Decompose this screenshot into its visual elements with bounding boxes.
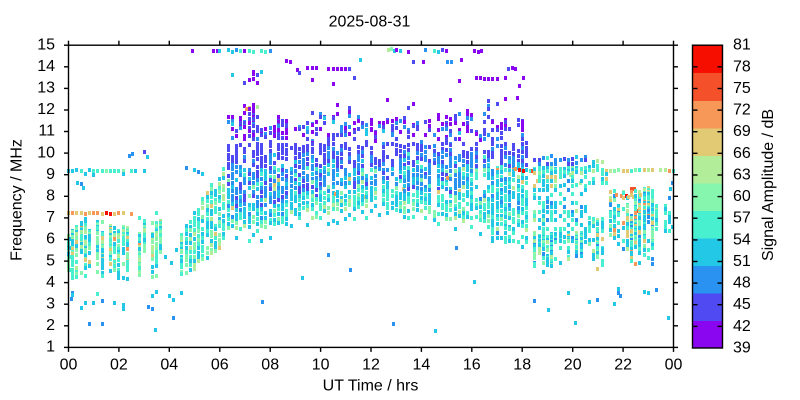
svg-text:48: 48	[733, 275, 751, 292]
svg-text:13: 13	[37, 80, 55, 97]
svg-text:12: 12	[362, 357, 380, 374]
svg-text:02: 02	[110, 357, 128, 374]
svg-text:81: 81	[733, 37, 751, 54]
svg-text:69: 69	[733, 123, 751, 140]
svg-text:Frequency / MHz: Frequency / MHz	[9, 139, 26, 261]
svg-text:Signal Amplitude / dB: Signal Amplitude / dB	[760, 109, 777, 261]
svg-text:72: 72	[733, 102, 751, 119]
svg-text:39: 39	[733, 340, 751, 357]
svg-text:9: 9	[46, 166, 55, 183]
svg-text:8: 8	[46, 188, 55, 205]
svg-text:4: 4	[46, 274, 55, 291]
svg-text:14: 14	[37, 58, 55, 75]
svg-text:45: 45	[733, 296, 751, 313]
svg-text:12: 12	[37, 101, 55, 118]
svg-text:00: 00	[665, 357, 683, 374]
svg-text:18: 18	[513, 357, 531, 374]
svg-text:UT Time / hrs: UT Time / hrs	[323, 378, 419, 395]
svg-text:10: 10	[37, 144, 55, 161]
svg-text:20: 20	[564, 357, 582, 374]
svg-text:14: 14	[413, 357, 431, 374]
svg-text:75: 75	[733, 80, 751, 97]
svg-text:06: 06	[211, 357, 229, 374]
svg-text:00: 00	[60, 357, 78, 374]
svg-text:04: 04	[160, 357, 178, 374]
svg-text:63: 63	[733, 167, 751, 184]
svg-text:5: 5	[46, 252, 55, 269]
svg-text:7: 7	[46, 209, 55, 226]
svg-text:57: 57	[733, 210, 751, 227]
svg-text:78: 78	[733, 58, 751, 75]
svg-text:15: 15	[37, 36, 55, 53]
svg-text:10: 10	[312, 357, 330, 374]
svg-text:3: 3	[46, 295, 55, 312]
svg-text:51: 51	[733, 253, 751, 270]
svg-text:42: 42	[733, 318, 751, 335]
svg-text:1: 1	[46, 339, 55, 356]
svg-text:11: 11	[38, 123, 55, 140]
svg-text:66: 66	[733, 145, 751, 162]
svg-text:54: 54	[733, 231, 751, 248]
svg-text:2: 2	[46, 317, 55, 334]
svg-text:22: 22	[614, 357, 632, 374]
svg-text:08: 08	[261, 357, 279, 374]
svg-text:6: 6	[46, 231, 55, 248]
svg-text:60: 60	[733, 188, 751, 205]
svg-text:2025-08-31: 2025-08-31	[329, 14, 411, 31]
svg-text:16: 16	[463, 357, 481, 374]
